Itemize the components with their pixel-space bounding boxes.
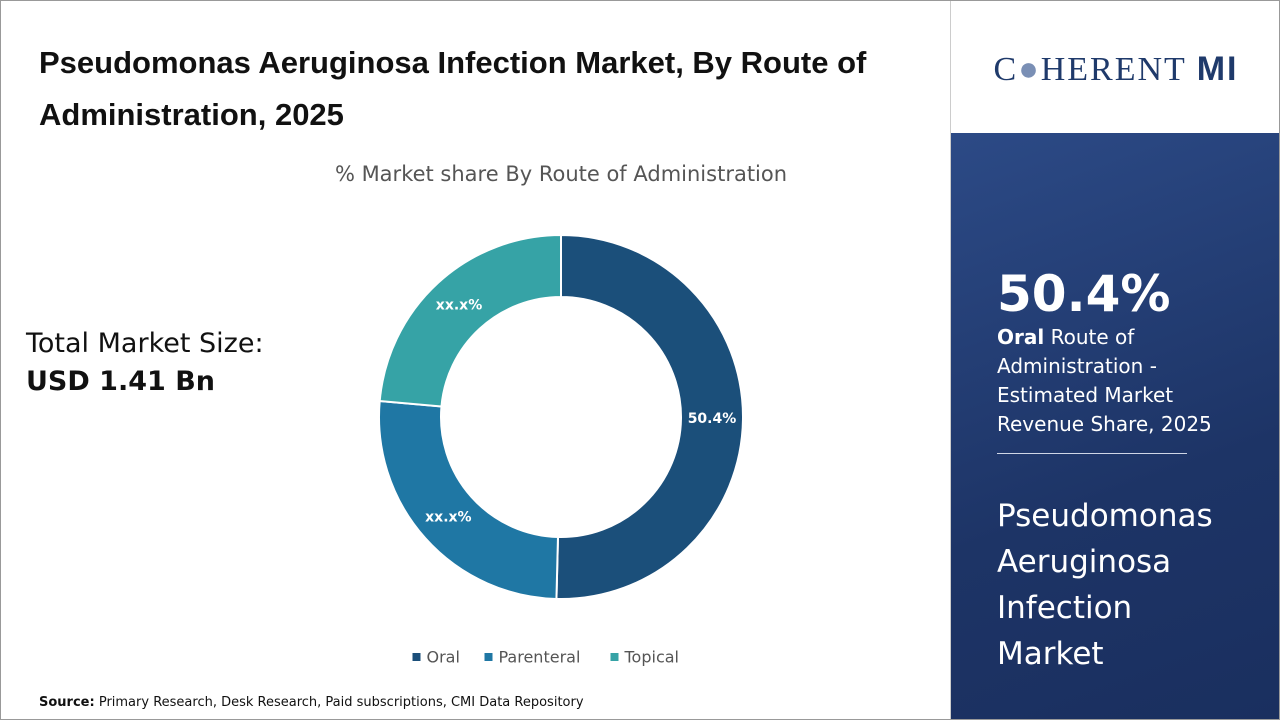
side-title: Pseudomonas Aeruginosa Infection Market bbox=[997, 498, 1213, 672]
donut-segment bbox=[378, 399, 560, 600]
total-market: Total Market Size: USD 1.41 Bn bbox=[26, 325, 264, 401]
logo-text: HERENT bbox=[1040, 51, 1187, 88]
logo: C●HERENT MI bbox=[951, 1, 1279, 133]
highlight-value: 50.4% bbox=[997, 265, 1171, 323]
data-label: xx.x% bbox=[436, 298, 482, 314]
side-panel: C●HERENT MI 50.4% Oral Route of Administ… bbox=[950, 1, 1279, 719]
highlight-panel: 50.4% Oral Route of Administration - Est… bbox=[951, 133, 1279, 719]
highlight-bold: Oral bbox=[997, 325, 1045, 349]
chart: % Market share By Route of Administratio… bbox=[335, 162, 787, 667]
logo-text: C bbox=[993, 51, 1019, 88]
chart-title: % Market share By Route of Administratio… bbox=[335, 162, 787, 186]
highlight-text: Route of Administration - Estimated Mark… bbox=[997, 325, 1212, 436]
legend-label: Topical bbox=[624, 648, 680, 667]
logo-text: MI bbox=[1196, 50, 1239, 88]
legend-swatch bbox=[412, 653, 421, 661]
donut-segment bbox=[555, 233, 744, 600]
donut-segment bbox=[378, 233, 562, 408]
source: Source: Primary Research, Desk Research,… bbox=[39, 695, 584, 710]
data-label: xx.x% bbox=[425, 510, 471, 526]
legend-label: Oral bbox=[427, 648, 460, 667]
total-label: Total Market Size: bbox=[26, 328, 264, 359]
legend-swatch bbox=[484, 653, 493, 661]
highlight-label: Oral Route of Administration - Estimated… bbox=[997, 323, 1227, 439]
logo-dot: ● bbox=[1018, 51, 1041, 88]
source-label: Source: bbox=[39, 695, 95, 710]
page-title: Pseudomonas Aeruginosa Infection Market,… bbox=[39, 45, 867, 132]
legend-label: Parenteral bbox=[499, 648, 581, 667]
legend-swatch bbox=[610, 653, 619, 661]
total-value: USD 1.41 Bn bbox=[26, 366, 215, 397]
source-text: Primary Research, Desk Research, Paid su… bbox=[98, 695, 584, 710]
separator bbox=[997, 453, 1187, 454]
data-label: 50.4% bbox=[688, 411, 737, 427]
